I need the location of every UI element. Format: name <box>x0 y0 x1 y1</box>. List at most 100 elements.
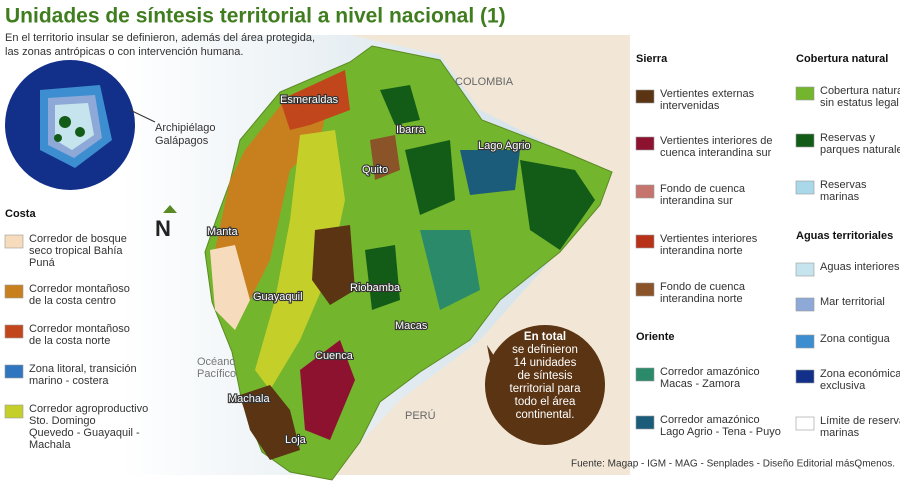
legend-label: Corredor amazónico <box>660 414 760 426</box>
dry-forest <box>210 245 250 330</box>
legend-label: Fondo de cuenca <box>660 183 746 195</box>
sierra-south <box>240 385 300 460</box>
legend-label: Puná <box>29 257 56 269</box>
reserve-3 <box>405 140 455 215</box>
legend-label: Quevedo - Guayaquil - <box>29 427 140 439</box>
legend-swatch <box>4 364 24 379</box>
coast-north <box>280 70 350 130</box>
legend-swatch <box>4 404 24 419</box>
source: Fuente: Magap - IGM - MAG - Senplades - … <box>571 458 895 469</box>
legend-swatch <box>635 367 655 382</box>
legend-swatch <box>795 297 815 312</box>
callout-text: de síntesis <box>518 370 573 382</box>
legend-label: interandina norte <box>660 293 743 305</box>
legend-swatch <box>635 136 655 151</box>
map-label: PERÚ <box>405 409 436 422</box>
map-label: Esmeraldas <box>280 94 339 106</box>
legend-label: Vertientes interiores de <box>660 135 773 147</box>
legend-label: Aguas interiores <box>820 261 900 273</box>
legend-swatch <box>795 262 815 277</box>
legend-label: marinas <box>820 191 860 203</box>
map-label: Manta <box>207 226 238 238</box>
legend-swatch <box>795 334 815 349</box>
agro-corridor <box>255 130 345 390</box>
map-label: Cuenca <box>315 350 354 362</box>
legend-label: Límite de reservas <box>820 415 900 427</box>
map-label: Machala <box>228 393 270 405</box>
legend-swatch <box>795 416 815 431</box>
legend-label: Corredor agroproductivo <box>29 403 148 415</box>
legend-label: interandina sur <box>660 195 733 207</box>
legend-label: Corredor montañoso <box>29 323 130 335</box>
legend-heading: Sierra <box>636 53 668 65</box>
legend-label: marinas <box>820 427 860 439</box>
legend-swatch <box>635 282 655 297</box>
legend-label: Reservas <box>820 179 867 191</box>
legend-label: cuenca interandina sur <box>660 147 772 159</box>
legend-label: Machala <box>29 439 71 451</box>
legend-heading: Aguas territoriales <box>796 230 893 242</box>
legend-label: Zona económica <box>820 368 900 380</box>
legend-swatch <box>795 180 815 195</box>
map-label: Lago Agrio <box>478 140 531 152</box>
map-label: Océano <box>197 356 236 368</box>
galapagos-label: Galápagos <box>155 135 209 147</box>
legend-label: Vertientes externas <box>660 88 755 100</box>
legend-label: Corredor de bosque <box>29 233 127 245</box>
legend-label: Cobertura natural <box>820 85 900 97</box>
callout-text: En total <box>524 331 566 343</box>
legend-label: Vertientes interiores <box>660 233 758 245</box>
reserve-1 <box>380 85 420 125</box>
sierra-north <box>370 135 400 180</box>
compass: N <box>155 216 171 241</box>
legend-label: marino - costera <box>29 375 109 387</box>
map-label: Pacífico <box>197 368 236 380</box>
title: Unidades de síntesis territorial a nivel… <box>5 4 506 27</box>
map-label: Guayaquil <box>253 291 303 303</box>
legend-swatch <box>795 86 815 101</box>
legend-heading: Cobertura natural <box>796 53 888 65</box>
legend-label: interandina norte <box>660 245 743 257</box>
legend-label: exclusiva <box>820 380 866 392</box>
callout-bubble <box>485 325 605 445</box>
legend-swatch <box>635 184 655 199</box>
map-label: Macas <box>395 320 428 332</box>
legend-swatch <box>635 234 655 249</box>
legend-label: de la costa centro <box>29 295 116 307</box>
legend-swatch <box>635 415 655 430</box>
legend-label: de la costa norte <box>29 335 110 347</box>
legend-label: Zona contigua <box>820 333 891 345</box>
map-label: Ibarra <box>396 124 426 136</box>
legend-label: parques naturales <box>820 144 900 156</box>
legend-heading: Costa <box>5 208 36 220</box>
legend-label: Sto. Domingo <box>29 415 96 427</box>
galapagos-label: Archipiélago <box>155 122 216 134</box>
callout-text: territorial para <box>510 383 582 395</box>
reserve-2 <box>520 160 595 250</box>
legend-label: sin estatus legal <box>820 97 899 109</box>
legend-label: Corredor amazónico <box>660 366 760 378</box>
legend-swatch <box>4 234 24 249</box>
legend-label: Zona litoral, transición <box>29 363 137 375</box>
legend-label: Corredor montañoso <box>29 283 130 295</box>
callout-text: 14 unidades <box>514 357 577 369</box>
amazon-north <box>460 150 520 195</box>
legend-label: Mar territorial <box>820 296 885 308</box>
sierra-center <box>312 225 355 305</box>
legend-swatch <box>795 133 815 148</box>
reserve-4 <box>365 245 400 310</box>
callout-text: se definieron <box>512 344 578 356</box>
map-label: Quito <box>362 164 388 176</box>
legend-swatch <box>4 324 24 339</box>
sierra-cuenca <box>300 340 355 440</box>
map-label: COLOMBIA <box>455 76 514 88</box>
legend-label: intervenidas <box>660 100 720 112</box>
legend-label: Reservas y <box>820 132 876 144</box>
map-label: Loja <box>285 434 307 446</box>
map-label: Riobamba <box>350 282 401 294</box>
legend-swatch <box>635 89 655 104</box>
legend-label: Lago Agrio - Tena - Puyo <box>660 426 781 438</box>
legend-heading: Oriente <box>636 331 675 343</box>
callout-pointer <box>487 345 500 372</box>
